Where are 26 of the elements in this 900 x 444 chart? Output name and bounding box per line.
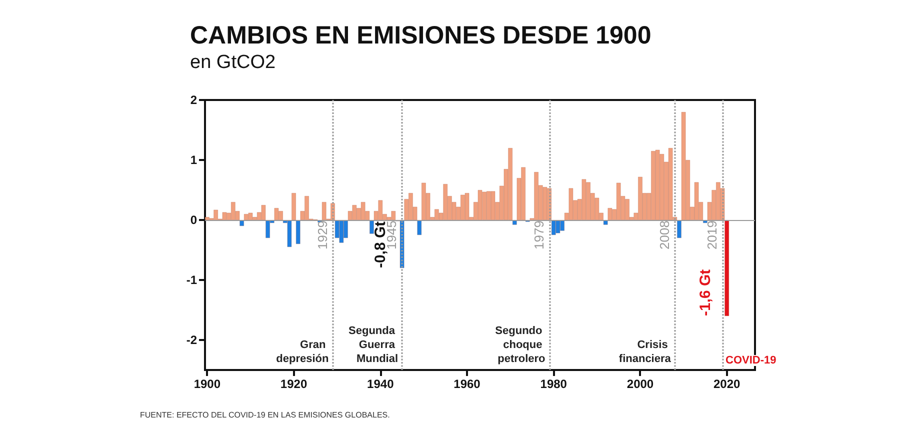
y-tick-label: 0 [190,213,198,227]
ref-line-label: 2019 [704,220,720,250]
annotation: Crisis financiera [618,339,672,365]
x-tick-label: 1940 [367,377,394,391]
y-tick-label: 2 [190,93,198,107]
y-tick-label: -2 [186,333,198,347]
y-tick-label: 1 [190,153,198,167]
ref-line-label: 1979 [531,220,546,250]
annotation: Gran depresión [276,339,330,365]
x-tick-label: 2000 [626,377,654,391]
annotation: Segunda Guerra Mundial [348,325,398,365]
source-note: FUENTE: EFECTO DEL COVID-19 EN LAS EMISIONES GLOBALES. [140,410,390,420]
annotation: COVID-19 [726,354,776,366]
chart-subtitle: en GtCO2 [190,52,276,73]
ref-line-label: 1929 [314,220,330,250]
x-tick-label: 2020 [714,377,741,391]
ref-line-label: 2008 [656,220,672,250]
chart-title: CAMBIOS EN EMISIONES DESDE 1900 [190,22,652,50]
x-tick-label: 1980 [540,377,568,391]
x-tick-label: 1960 [454,377,481,391]
annotation: -1,6 Gt [696,269,714,316]
y-tick-label: -1 [186,273,198,287]
x-tick-label: 1920 [280,377,308,391]
annotation: Segundo choque petrolero [495,325,546,365]
ref-line-label: 1945 [384,220,400,250]
x-tick-label: 1900 [194,377,221,391]
